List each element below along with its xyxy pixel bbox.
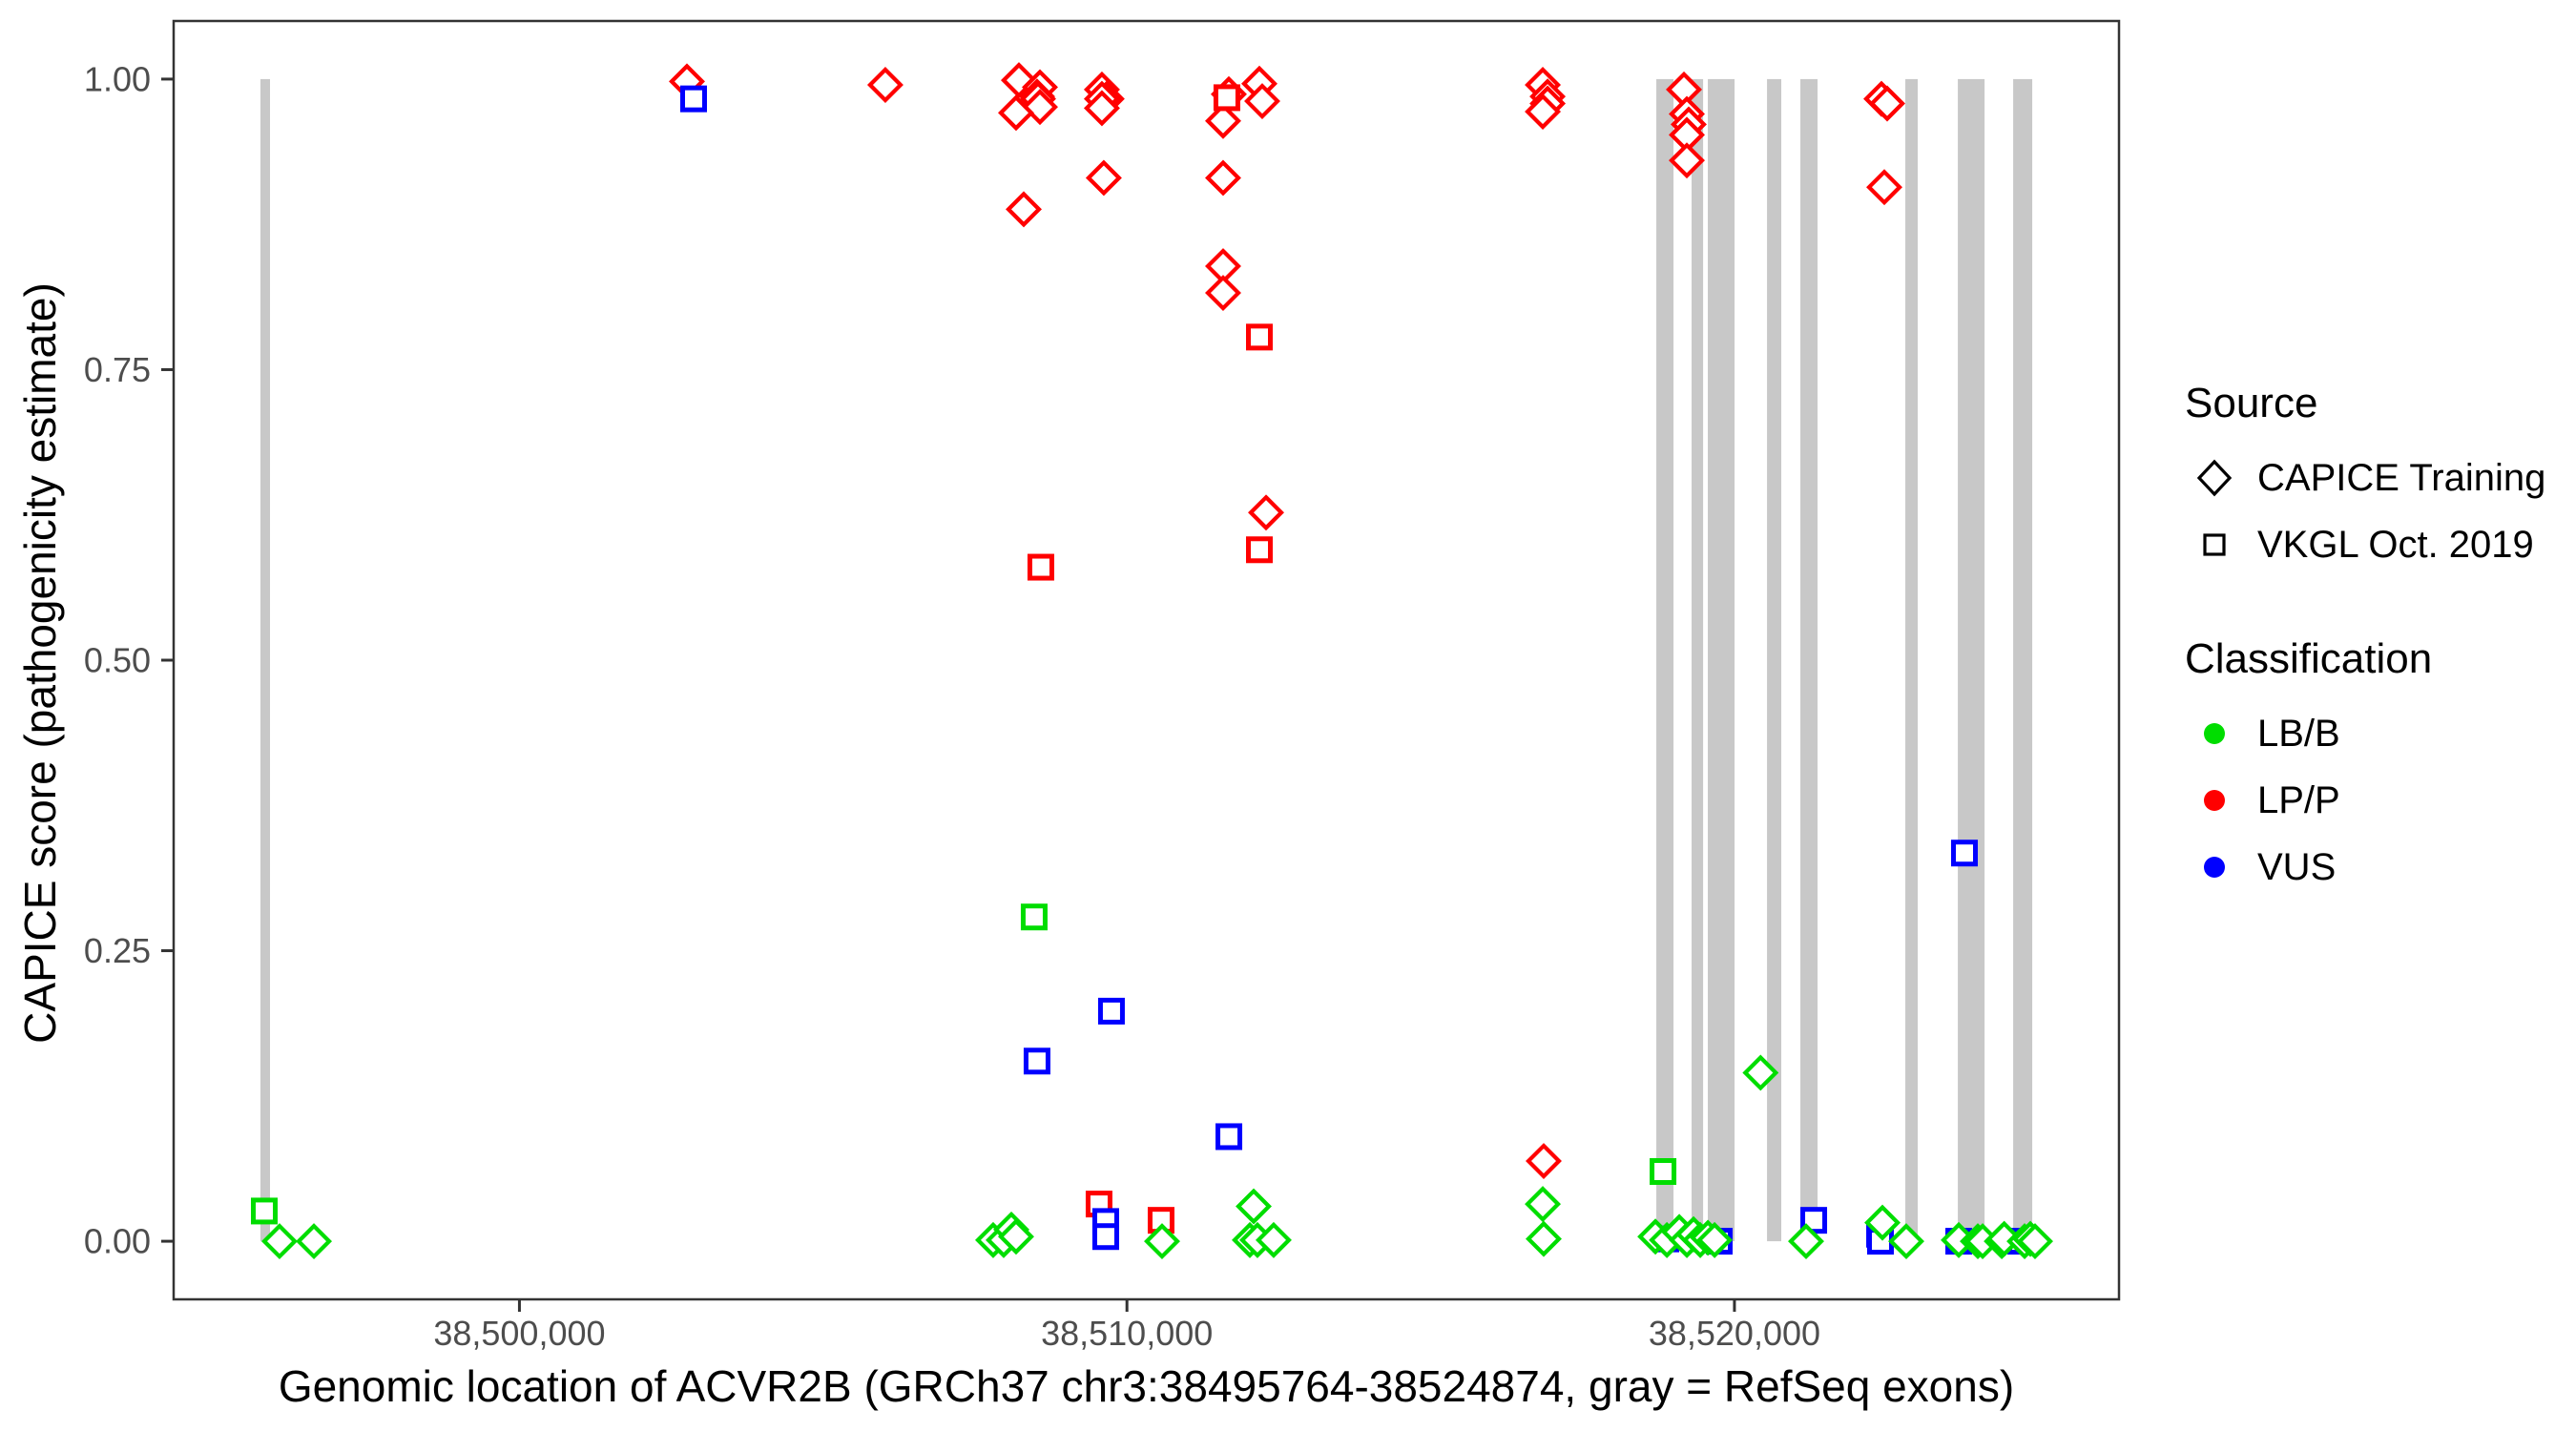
data-point-diamond	[1205, 159, 1241, 197]
legend-item-capice-training: CAPICE Training	[2185, 445, 2566, 511]
data-point-diamond	[1205, 102, 1241, 139]
data-point-diamond	[1244, 83, 1280, 120]
legend-classification-block: Classification LB/B LP/P	[2185, 635, 2566, 901]
exon-bar	[1692, 78, 1704, 1242]
x-tick-label: 38,510,000	[1041, 1314, 1213, 1353]
y-axis-title: CAPICE score (pathogenicity estimate)	[15, 282, 65, 1044]
x-tick-label: 38,520,000	[1649, 1314, 1820, 1353]
data-point-square	[1215, 1123, 1243, 1151]
data-point-diamond	[1696, 1221, 1734, 1258]
data-point-diamond	[1526, 1143, 1562, 1180]
data-point-diamond	[1205, 275, 1241, 312]
data-point-diamond	[1236, 1188, 1272, 1225]
data-point-square	[1091, 1223, 1119, 1251]
data-point-diamond	[2017, 1223, 2053, 1260]
exon-bar	[1767, 78, 1782, 1242]
data-point-diamond	[1526, 1220, 1562, 1257]
legend-item-lbb: LB/B	[2185, 700, 2566, 767]
data-point-square	[1245, 323, 1273, 351]
legend-source-block: Source CAPICE Training VKGL Oct. 2019	[2185, 380, 2566, 578]
data-point-diamond	[1525, 1186, 1562, 1223]
data-point-diamond	[1669, 142, 1705, 179]
legend: Source CAPICE Training VKGL Oct. 2019	[2185, 380, 2566, 958]
data-point-diamond	[1144, 1223, 1180, 1260]
data-point-diamond	[1083, 90, 1120, 127]
exon-bar	[1656, 78, 1674, 1242]
legend-item-lpp: LP/P	[2185, 767, 2566, 834]
x-axis-title: Genomic location of ACVR2B (GRCh37 chr3:…	[278, 1361, 2015, 1411]
data-point-diamond	[296, 1223, 332, 1260]
legend-label-lpp: LP/P	[2257, 778, 2340, 821]
data-point-square	[1020, 903, 1048, 931]
data-point-square	[1951, 840, 1979, 867]
data-point-diamond	[1864, 1204, 1901, 1241]
exon-bar	[260, 78, 270, 1242]
legend-label-vkgl: VKGL Oct. 2019	[2257, 523, 2534, 566]
data-point-square	[1213, 84, 1240, 112]
legend-item-vkgl: VKGL Oct. 2019	[2185, 511, 2566, 578]
legend-label-vus: VUS	[2257, 845, 2337, 888]
data-point-square	[679, 85, 707, 113]
lpp-dot-icon	[2185, 771, 2244, 830]
y-tick-label: 0.75	[84, 350, 151, 389]
data-point-diamond	[998, 94, 1034, 132]
vus-dot-icon	[2185, 838, 2244, 897]
data-point-diamond	[261, 1223, 298, 1260]
y-tick-label: 0.00	[84, 1222, 151, 1261]
legend-label-capice-training: CAPICE Training	[2257, 456, 2546, 499]
data-point-diamond	[866, 67, 904, 103]
data-point-diamond	[998, 1218, 1034, 1255]
data-point-diamond	[1255, 1221, 1292, 1258]
data-point-diamond	[1869, 85, 1905, 122]
data-point-square	[1245, 536, 1273, 564]
y-tick-label: 0.25	[84, 931, 151, 970]
data-point-square	[1097, 997, 1125, 1025]
exon-bar	[1958, 78, 1985, 1242]
lbb-dot-icon	[2185, 704, 2244, 763]
exon-bar	[1708, 78, 1735, 1242]
data-point-diamond	[1742, 1054, 1779, 1091]
legend-label-lbb: LB/B	[2257, 712, 2340, 755]
data-point-square	[251, 1197, 279, 1225]
data-point-square	[1023, 1047, 1050, 1075]
data-point-diamond	[1248, 494, 1284, 531]
data-point-diamond	[1788, 1223, 1824, 1260]
data-point-diamond	[1866, 169, 1902, 206]
data-point-diamond	[1085, 159, 1122, 197]
legend-item-vus: VUS	[2185, 834, 2566, 901]
panel-border	[172, 19, 2121, 1301]
exon-bar	[2013, 78, 2033, 1242]
data-point-diamond	[1525, 93, 1562, 130]
y-tick-label: 1.00	[84, 59, 151, 98]
data-point-square	[1027, 553, 1054, 581]
y-tick-label: 0.50	[84, 641, 151, 680]
exon-bar	[1905, 78, 1919, 1242]
data-point-square	[1650, 1158, 1677, 1185]
legend-classification-title: Classification	[2185, 635, 2433, 682]
exon-bar	[1800, 78, 1818, 1242]
square-icon	[2185, 515, 2244, 574]
legend-source-title: Source	[2185, 380, 2318, 426]
x-tick-label: 38,500,000	[433, 1314, 605, 1353]
data-point-diamond	[1888, 1223, 1924, 1260]
diamond-icon	[2185, 448, 2244, 508]
data-point-diamond	[1006, 191, 1042, 228]
